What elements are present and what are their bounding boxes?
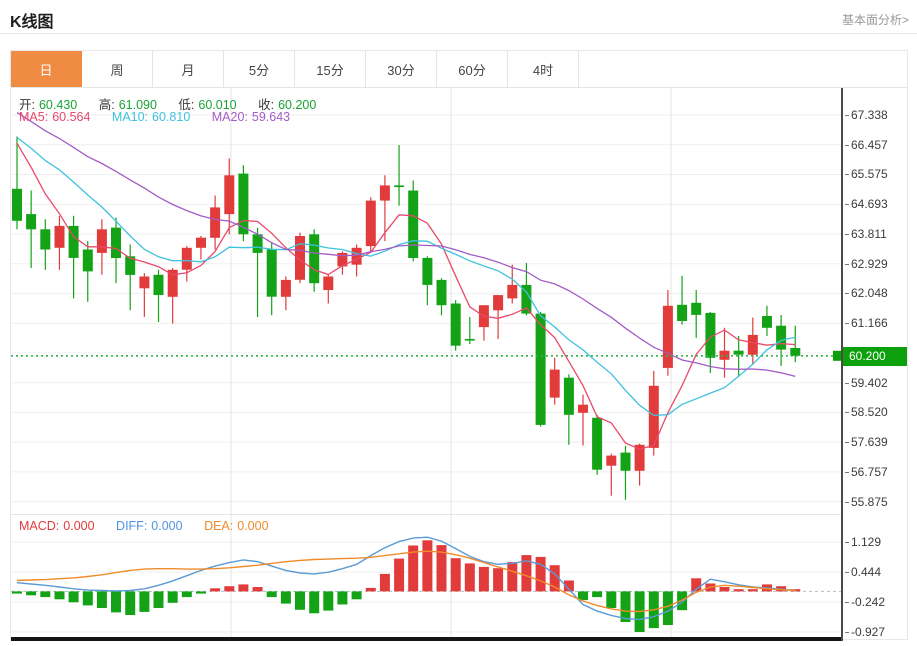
ma10-value: 60.810 bbox=[152, 110, 191, 124]
tab-period-15分[interactable]: 15分 bbox=[295, 51, 366, 87]
tab-period-月[interactable]: 月 bbox=[153, 51, 224, 87]
fundamental-analysis-link[interactable]: 基本面分析> bbox=[841, 13, 909, 27]
price-tick-label: 55.875 bbox=[845, 495, 888, 509]
close-value: 60.200 bbox=[278, 98, 317, 112]
bottom-scroll-bar[interactable] bbox=[11, 637, 841, 641]
tab-period-日[interactable]: 日 bbox=[11, 51, 82, 87]
macd-header-row: MACD: 0.000 DIFF: 0.000 DEA: 0.000 bbox=[19, 519, 273, 533]
period-tabbar: 日周月 5分 15分 30分 60分 4时 bbox=[11, 51, 907, 88]
ma10-label: MA10: bbox=[111, 110, 149, 124]
price-tick-label: 62.048 bbox=[845, 286, 888, 300]
ma5-value: 60.564 bbox=[52, 110, 91, 124]
price-tick-label: 63.811 bbox=[845, 227, 887, 241]
macd-value: 0.000 bbox=[63, 519, 95, 533]
open-label: 开: bbox=[19, 98, 35, 112]
high-label: 高: bbox=[98, 98, 115, 112]
tabbar-filler bbox=[579, 51, 907, 87]
macd-pane[interactable]: MACD: 0.000 DIFF: 0.000 DEA: 0.000 bbox=[11, 515, 841, 641]
price-tick-label: 66.457 bbox=[845, 138, 888, 152]
macd-label: MACD: bbox=[19, 519, 60, 533]
close-label: 收: bbox=[258, 98, 275, 112]
price-tick-label: 64.693 bbox=[845, 197, 888, 211]
diff-value: 0.000 bbox=[151, 519, 183, 533]
price-tick-label: 59.402 bbox=[845, 376, 888, 390]
current-price-badge: 60.200 bbox=[843, 346, 907, 366]
open-value: 60.430 bbox=[38, 98, 78, 112]
price-tick-label: 67.338 bbox=[845, 108, 888, 122]
header-divider bbox=[0, 33, 917, 34]
price-tick-label: 61.166 bbox=[845, 316, 888, 330]
tab-period-30分[interactable]: 30分 bbox=[366, 51, 437, 87]
ohlc-row: 开: 60.430 高: 61.090 低: 60.010 收: 60.200 bbox=[19, 94, 320, 113]
page-title: K线图 bbox=[10, 14, 54, 31]
ma5-label: MA5: bbox=[19, 110, 49, 124]
dea-label: DEA: bbox=[204, 519, 234, 533]
price-tick-label: 57.639 bbox=[845, 435, 888, 449]
diff-label: DIFF: bbox=[116, 519, 148, 533]
ma20-label: MA20: bbox=[211, 110, 248, 124]
chart-zone: 开: 60.430 高: 61.090 低: 60.010 收: 60.200 MA5:… bbox=[11, 88, 907, 641]
price-tick-label: 65.575 bbox=[845, 167, 888, 181]
kline-widget: 日周月 5分 15分 30分 60分 4时 开: 60.430 高: 61.090 低: 60.… bbox=[10, 50, 908, 641]
candlestick-chart-canvas[interactable] bbox=[11, 88, 841, 514]
dea-value: 0.000 bbox=[237, 519, 269, 533]
high-value: 61.090 bbox=[118, 98, 157, 112]
main-candle-pane[interactable]: 开: 60.430 高: 61.090 低: 60.010 收: 60.200 MA5:… bbox=[11, 88, 841, 515]
price-tick-label: 56.757 bbox=[845, 465, 888, 479]
low-label: 低: bbox=[178, 98, 195, 112]
tab-period-5分[interactable]: 5分 bbox=[224, 51, 295, 87]
low-value: 60.010 bbox=[198, 98, 237, 112]
tab-period-4时[interactable]: 4时 bbox=[508, 51, 579, 87]
price-axis: 67.338 66.457 65.575 64.693 63.811 62.929 62.0… bbox=[841, 88, 907, 641]
macd-chart-canvas[interactable] bbox=[11, 515, 841, 637]
macd-tick-label: 0.444 bbox=[845, 565, 881, 579]
macd-tick-label: -0.242 bbox=[845, 595, 885, 609]
ma-row: MA5: 60.564 MA10: 60.810 MA20: 59.643 bbox=[19, 110, 294, 124]
tab-period-60分[interactable]: 60分 bbox=[437, 51, 508, 87]
macd-tick-label: -0.927 bbox=[845, 625, 885, 639]
price-tick-label: 58.520 bbox=[845, 405, 888, 419]
tab-period-周[interactable]: 周 bbox=[82, 51, 153, 87]
ma20-value: 59.643 bbox=[251, 110, 291, 124]
price-tick-label: 62.929 bbox=[845, 257, 888, 271]
macd-tick-label: 1.129 bbox=[845, 535, 881, 549]
